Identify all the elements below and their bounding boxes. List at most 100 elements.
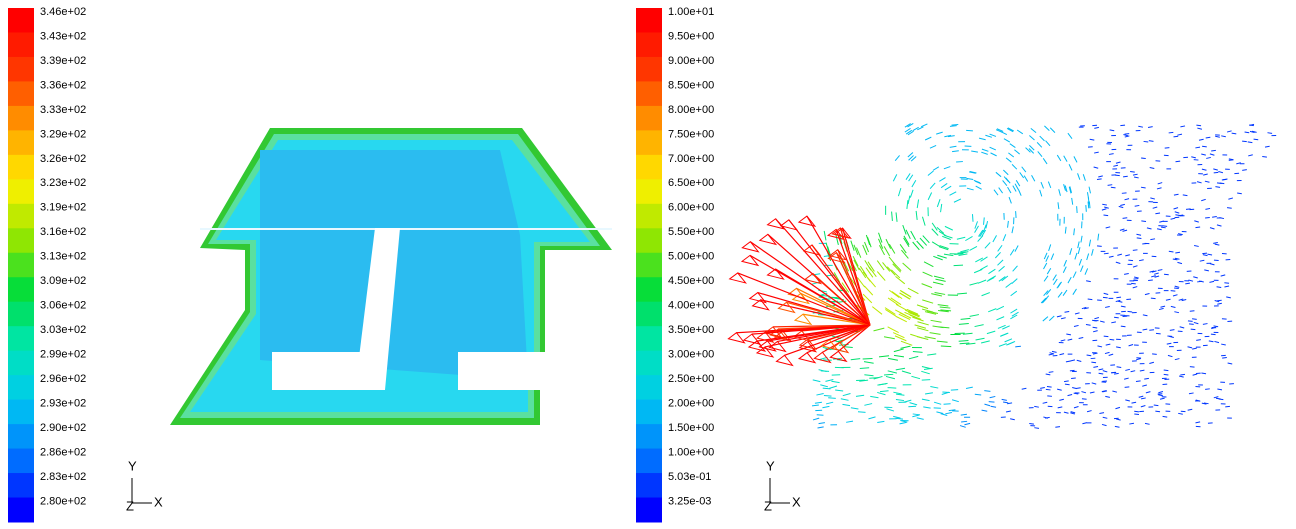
vector <box>850 407 859 410</box>
vector <box>1078 258 1083 266</box>
vector <box>1149 361 1155 364</box>
vector <box>1217 388 1223 391</box>
vector <box>1160 305 1166 308</box>
arrow-head <box>779 219 799 231</box>
vector <box>811 281 821 285</box>
vector <box>1174 287 1179 289</box>
vector <box>1221 343 1226 346</box>
vector <box>1152 206 1158 209</box>
vector <box>917 321 929 326</box>
vector <box>878 238 884 249</box>
vector <box>1187 320 1193 322</box>
vector <box>876 271 886 281</box>
vector <box>895 275 906 285</box>
vector <box>1074 252 1078 260</box>
vector <box>862 293 873 304</box>
vector <box>1066 333 1072 336</box>
vector <box>1188 279 1194 282</box>
vector <box>1088 239 1092 247</box>
vector <box>1120 124 1126 127</box>
vector <box>857 411 866 413</box>
vector <box>865 267 874 278</box>
vector <box>842 393 851 397</box>
vector <box>1213 325 1219 328</box>
legend-label: 3.19e+02 <box>40 202 86 214</box>
arrow-head <box>747 340 767 352</box>
arrow-head <box>829 350 848 363</box>
vector <box>1059 398 1064 401</box>
vector <box>980 340 990 344</box>
vector <box>1168 250 1174 253</box>
vector <box>1071 197 1074 205</box>
vector <box>1023 175 1029 182</box>
vector <box>1178 298 1184 301</box>
vector <box>1057 388 1062 391</box>
legend-swatch <box>8 301 34 327</box>
arrow-head <box>827 251 846 264</box>
vector <box>1048 315 1055 321</box>
legend-label: 1.00e+00 <box>668 446 714 458</box>
vector <box>1108 255 1114 258</box>
vector <box>1158 391 1164 394</box>
legend-swatch <box>8 399 34 425</box>
vector <box>1150 197 1156 200</box>
vector <box>1056 315 1062 318</box>
vector <box>1151 270 1157 273</box>
legend-label: 8.50e+00 <box>668 79 714 91</box>
vector <box>899 421 907 425</box>
vector <box>1086 253 1090 261</box>
vector <box>818 422 825 425</box>
vector <box>1207 253 1213 256</box>
vector <box>1052 274 1057 281</box>
vector <box>1029 145 1035 151</box>
legend-label: 5.03e-01 <box>668 471 711 483</box>
arrow-head <box>727 332 746 344</box>
vector <box>979 229 985 238</box>
vector <box>887 297 899 306</box>
vector <box>1097 245 1102 247</box>
vector <box>1002 234 1007 242</box>
vector <box>1034 405 1039 408</box>
vector <box>974 324 984 328</box>
vector <box>910 333 922 339</box>
vector <box>1059 353 1065 356</box>
vector <box>1092 319 1097 322</box>
vector <box>1015 345 1021 348</box>
vector <box>993 189 999 196</box>
vector <box>922 299 934 304</box>
vector <box>902 262 912 271</box>
legend-swatch <box>8 448 34 474</box>
vector <box>1218 170 1224 174</box>
vector <box>1188 392 1194 395</box>
legend-label: 2.96e+02 <box>40 373 86 385</box>
vector <box>965 342 976 345</box>
vector <box>1078 337 1084 339</box>
vector <box>1202 323 1208 325</box>
vector <box>1182 194 1188 197</box>
vector <box>1136 233 1142 236</box>
vector <box>1163 273 1169 276</box>
vector <box>1192 318 1197 320</box>
arrow-head <box>728 272 747 284</box>
vector <box>1003 401 1009 404</box>
vector <box>1132 249 1138 251</box>
vector <box>1195 146 1201 149</box>
vector <box>883 336 895 340</box>
vector <box>1082 174 1086 181</box>
vector <box>1115 418 1121 421</box>
vector <box>1107 184 1113 186</box>
triad-label: Y <box>766 458 775 473</box>
vector <box>945 411 952 415</box>
vector <box>1132 265 1138 268</box>
vector <box>835 252 871 326</box>
vector <box>943 403 951 405</box>
vector <box>1116 346 1121 349</box>
vector <box>1142 384 1147 387</box>
vector <box>893 354 905 358</box>
vector <box>1129 422 1135 425</box>
legend-swatch <box>636 448 662 474</box>
vector <box>879 390 889 393</box>
vector <box>937 304 949 307</box>
vector <box>1060 317 1066 320</box>
vector <box>916 240 924 249</box>
